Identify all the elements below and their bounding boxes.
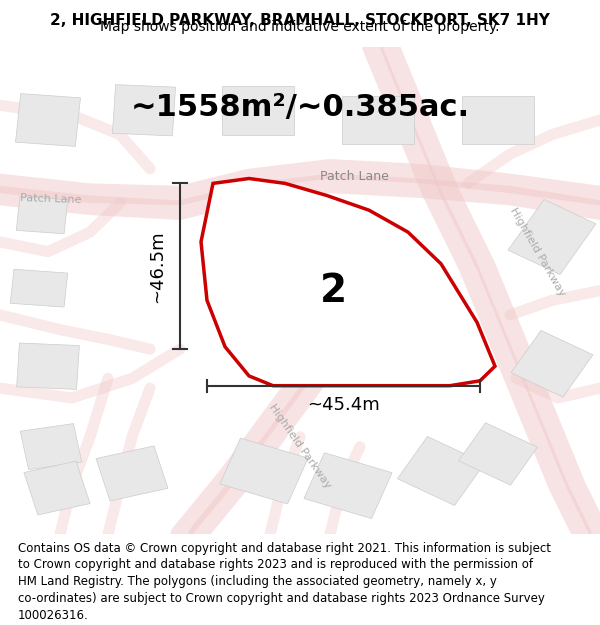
Text: ~1558m²/~0.385ac.: ~1558m²/~0.385ac. xyxy=(130,93,470,122)
Bar xyxy=(458,422,538,485)
Text: to Crown copyright and database rights 2023 and is reproduced with the permissio: to Crown copyright and database rights 2… xyxy=(18,558,533,571)
Bar xyxy=(511,331,593,397)
Bar xyxy=(508,199,596,274)
Bar xyxy=(220,438,308,504)
Bar xyxy=(222,86,294,134)
Text: Highfield Parkway: Highfield Parkway xyxy=(508,206,566,298)
Bar xyxy=(304,452,392,519)
Bar xyxy=(10,269,68,307)
Text: Patch Lane: Patch Lane xyxy=(20,193,82,205)
Bar xyxy=(24,461,90,515)
Text: 2, HIGHFIELD PARKWAY, BRAMHALL, STOCKPORT, SK7 1HY: 2, HIGHFIELD PARKWAY, BRAMHALL, STOCKPOR… xyxy=(50,13,550,28)
Text: Map shows position and indicative extent of the property.: Map shows position and indicative extent… xyxy=(100,20,500,34)
Bar xyxy=(342,96,414,144)
Bar xyxy=(20,424,82,469)
Bar xyxy=(17,343,79,389)
Bar xyxy=(462,96,534,144)
Polygon shape xyxy=(201,179,495,386)
Text: ~45.4m: ~45.4m xyxy=(307,396,380,414)
Bar xyxy=(112,84,176,136)
Bar xyxy=(258,252,360,329)
Bar xyxy=(96,446,168,501)
Bar xyxy=(16,94,80,146)
Text: Highfield Parkway: Highfield Parkway xyxy=(267,402,333,491)
Text: HM Land Registry. The polygons (including the associated geometry, namely x, y: HM Land Registry. The polygons (includin… xyxy=(18,575,497,588)
Text: ~46.5m: ~46.5m xyxy=(148,230,166,302)
Bar xyxy=(16,196,68,234)
Text: co-ordinates) are subject to Crown copyright and database rights 2023 Ordnance S: co-ordinates) are subject to Crown copyr… xyxy=(18,592,545,605)
Text: 100026316.: 100026316. xyxy=(18,609,89,622)
Bar xyxy=(397,436,485,506)
Text: 2: 2 xyxy=(319,272,347,309)
Text: Patch Lane: Patch Lane xyxy=(320,169,388,182)
Text: Contains OS data © Crown copyright and database right 2021. This information is : Contains OS data © Crown copyright and d… xyxy=(18,542,551,554)
